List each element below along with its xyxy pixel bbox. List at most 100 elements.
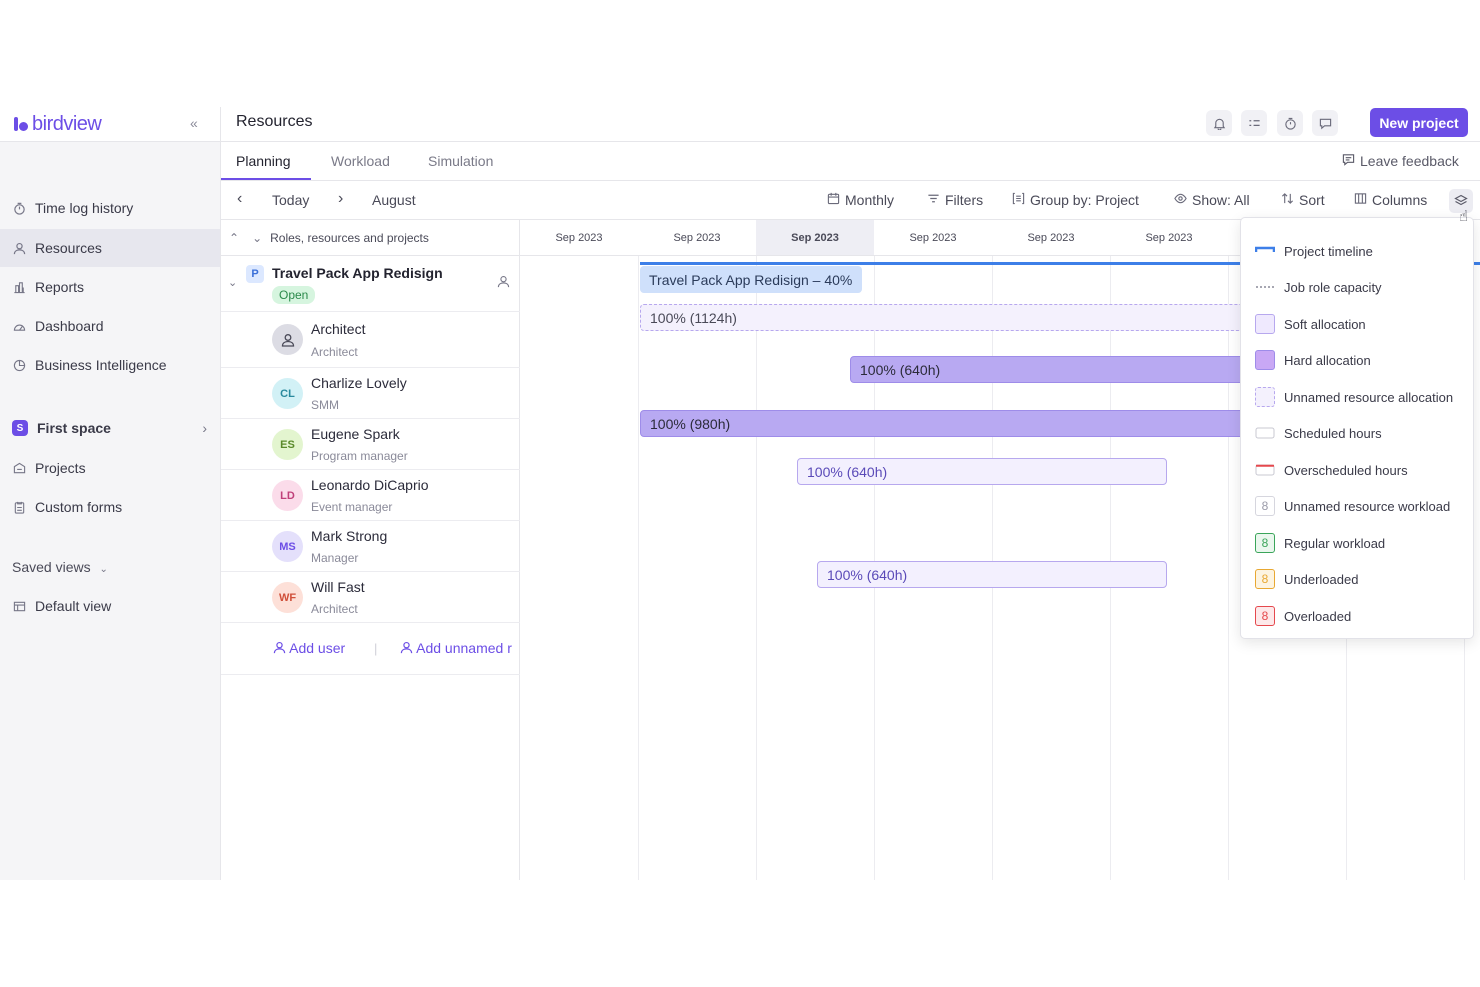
assign-user-icon[interactable] — [497, 275, 510, 293]
person-role: Architect — [311, 602, 358, 616]
sidebar-item-time-log-history[interactable]: Time log history — [12, 196, 133, 220]
underloaded-swatch: 8 — [1255, 569, 1275, 589]
saved-views-label: Saved views — [12, 559, 91, 575]
space-selector[interactable]: S First space › — [12, 416, 207, 440]
legend-item-hard-allocation: Hard allocation — [1255, 350, 1371, 370]
month-header: Sep 2023 — [520, 220, 638, 256]
month-header: Sep 2023 — [992, 220, 1110, 256]
sort-icon — [1281, 192, 1294, 208]
resources-app: birdview « Time log history Resources Re… — [0, 107, 1480, 880]
columns-icon — [1354, 192, 1367, 208]
legend-label: Overloaded — [1284, 608, 1352, 624]
tab-workload[interactable]: Workload — [331, 153, 390, 169]
filter-icon — [927, 192, 940, 208]
sidebar-item-projects[interactable]: Projects — [12, 456, 86, 480]
next-period-icon[interactable]: › — [338, 190, 344, 207]
table-row[interactable]: Architect Architect — [221, 312, 520, 368]
table-row[interactable]: LD Leonardo DiCaprio Event manager — [221, 470, 520, 521]
legend-label: Regular workload — [1284, 535, 1386, 551]
project-row[interactable]: ⌄ P Travel Pack App Redisign Open — [221, 256, 520, 312]
sidebar: birdview « Time log history Resources Re… — [0, 107, 221, 880]
user-icon — [12, 241, 26, 255]
new-project-button[interactable]: New project — [1370, 108, 1468, 137]
person-name: Will Fast — [311, 579, 365, 595]
cursor-pointer-icon: ☝ — [1459, 208, 1469, 225]
collapse-all-icon[interactable]: ⌃ — [229, 230, 240, 245]
pie-icon — [12, 358, 26, 372]
legend-label: Project timeline — [1284, 243, 1373, 259]
sidebar-item-label: Projects — [35, 460, 86, 476]
legend-label: Unnamed resource allocation — [1284, 389, 1454, 405]
projects-icon — [12, 461, 26, 475]
prev-period-icon[interactable]: ‹ — [237, 190, 243, 207]
person-role: Architect — [311, 345, 358, 359]
person-name: Architect — [311, 321, 366, 337]
sidebar-item-reports[interactable]: Reports — [12, 275, 84, 299]
table-row[interactable]: WF Will Fast Architect — [221, 572, 520, 623]
month-header-current: Sep 2023 — [756, 220, 874, 256]
unnamed-allocation-bar[interactable]: 100% (1124h) — [640, 304, 1340, 331]
project-timeline-line — [640, 262, 1480, 265]
table-row[interactable]: MS Mark Strong Manager — [221, 521, 520, 572]
project-name[interactable]: Travel Pack App Redisign — [272, 265, 443, 281]
legend-label: Soft allocation — [1284, 316, 1366, 332]
show-all-button[interactable]: Show: All — [1174, 192, 1250, 208]
project-timeline-swatch — [1254, 241, 1276, 261]
monthly-scale-button[interactable]: Monthly — [827, 192, 894, 208]
tab-planning[interactable]: Planning — [236, 153, 291, 169]
sidebar-item-resources[interactable]: Resources — [12, 236, 102, 260]
leave-feedback-link[interactable]: Leave feedback — [1342, 153, 1459, 169]
chat-icon[interactable] — [1312, 110, 1338, 136]
expand-all-icon[interactable]: ⌄ — [252, 230, 263, 245]
space-badge: S — [12, 420, 28, 436]
soft-allocation-bar[interactable]: 100% (640h) — [817, 561, 1167, 588]
soft-allocation-bar[interactable]: 100% (640h) — [797, 458, 1167, 485]
add-unnamed-resource-button[interactable]: Add unnamed r — [400, 640, 520, 656]
active-tab-indicator — [221, 178, 311, 180]
person-name: Leonardo DiCaprio — [311, 477, 429, 493]
collapse-sidebar-icon[interactable]: « — [190, 115, 198, 131]
gauge-icon — [12, 319, 26, 333]
resources-table: ⌃ ⌄ Roles, resources and projects ⌄ P Tr… — [221, 220, 520, 880]
add-user-button[interactable]: Add user — [273, 640, 345, 656]
table-column-header: ⌃ ⌄ Roles, resources and projects — [221, 220, 519, 256]
brand-name: birdview — [32, 112, 102, 135]
legend-item-job-role-capacity: Job role capacity — [1255, 277, 1382, 297]
today-button[interactable]: Today — [272, 192, 310, 208]
sidebar-item-default-view[interactable]: Default view — [12, 594, 111, 618]
layers-settings-icon[interactable] — [1449, 189, 1473, 213]
soft-allocation-swatch — [1255, 314, 1275, 334]
tab-simulation[interactable]: Simulation — [428, 153, 494, 169]
legend-item-project-timeline: Project timeline — [1254, 241, 1373, 261]
table-row[interactable]: ES Eugene Spark Program manager — [221, 419, 520, 470]
sidebar-item-business-intelligence[interactable]: Business Intelligence — [12, 353, 167, 377]
columns-button[interactable]: Columns — [1354, 192, 1427, 208]
top-header: Resources New project — [221, 107, 1480, 142]
project-timeline-bar[interactable]: Travel Pack App Redisign – 40% — [640, 266, 862, 293]
capacity-swatch — [1255, 277, 1275, 297]
filters-button[interactable]: Filters — [927, 192, 983, 208]
table-row[interactable]: CL Charlize Lovely SMM — [221, 368, 520, 419]
unnamed-workload-swatch: 8 — [1255, 496, 1275, 516]
group-by-button[interactable]: Group by: Project — [1012, 192, 1139, 208]
feedback-icon — [1342, 153, 1355, 169]
sidebar-item-label: Time log history — [35, 200, 134, 216]
saved-views-toggle[interactable]: Saved views ⌄ — [12, 559, 108, 575]
avatar: LD — [272, 480, 303, 511]
sort-button[interactable]: Sort — [1281, 192, 1325, 208]
stopwatch-icon[interactable] — [1277, 110, 1303, 136]
logo[interactable]: birdview « — [0, 107, 220, 142]
bell-icon[interactable] — [1206, 110, 1232, 136]
hard-allocation-bar[interactable]: 100% (980h) — [640, 410, 1340, 437]
chevron-down-icon[interactable]: ⌄ — [228, 277, 238, 289]
active-item-highlight — [0, 229, 220, 267]
month-header: Sep 2023 — [1110, 220, 1228, 256]
person-role: SMM — [311, 398, 339, 412]
table-icon — [12, 599, 26, 613]
sidebar-item-label: Dashboard — [35, 318, 104, 334]
legend-label: Underloaded — [1284, 571, 1359, 587]
sidebar-item-dashboard[interactable]: Dashboard — [12, 314, 104, 338]
sidebar-item-custom-forms[interactable]: Custom forms — [12, 495, 122, 519]
group-by-label: Group by: Project — [1030, 192, 1139, 208]
checklist-icon[interactable] — [1241, 110, 1267, 136]
